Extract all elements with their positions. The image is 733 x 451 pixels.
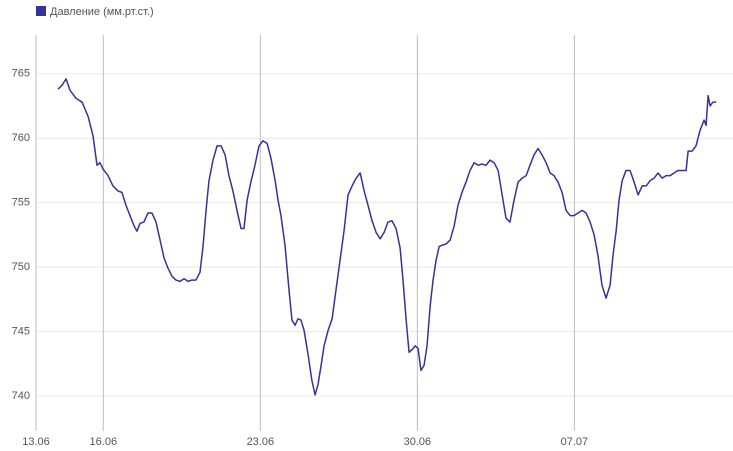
data-line bbox=[57, 78, 717, 396]
legend-swatch bbox=[36, 6, 46, 16]
y-tick-label: 765 bbox=[12, 68, 30, 80]
x-tick-label: 30.06 bbox=[404, 436, 432, 448]
x-tick-label: 23.06 bbox=[247, 436, 275, 448]
x-tick-label: 07.07 bbox=[561, 436, 589, 448]
y-tick-label: 740 bbox=[12, 390, 30, 402]
y-tick-label: 745 bbox=[12, 326, 30, 338]
x-tick-label: 13.06 bbox=[22, 436, 50, 448]
legend: Давление (мм.рт.ст.) bbox=[36, 6, 154, 18]
x-tick-label: 16.06 bbox=[90, 436, 118, 448]
legend-label: Давление (мм.рт.ст.) bbox=[50, 6, 154, 18]
y-tick-label: 760 bbox=[12, 132, 30, 144]
y-tick-label: 755 bbox=[12, 197, 30, 209]
y-tick-label: 750 bbox=[12, 261, 30, 273]
